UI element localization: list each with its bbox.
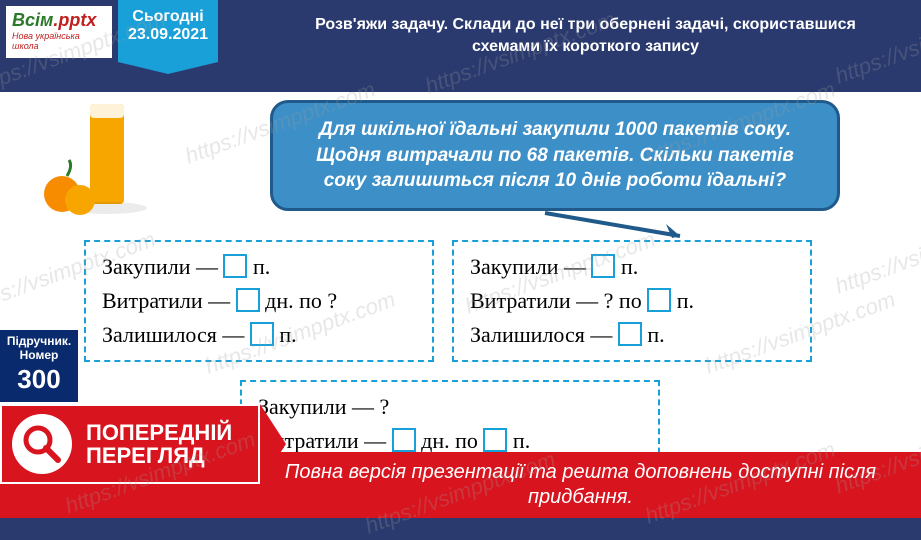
schema-line: Витратили — ? по п. [470, 284, 794, 318]
date-value: 23.09.2021 [118, 26, 218, 44]
blank-box [647, 288, 671, 312]
textbook-number-badge: Підручник. Номер 300 [0, 330, 78, 402]
blank-box [236, 288, 260, 312]
schema-box-b: Закупили — п. Витратили — ? по п. Залиши… [452, 240, 812, 362]
task-title: Розв'яжи задачу. Склади до неї три оберн… [280, 14, 891, 57]
blank-box [250, 322, 274, 346]
blank-box [392, 428, 416, 452]
blank-box [483, 428, 507, 452]
preview-label: ПОПЕРЕДНІЙ ПЕРЕГЛЯД [86, 421, 232, 467]
date-flag: Сьогодні 23.09.2021 [118, 0, 218, 62]
sidebar-label: Підручник. [0, 334, 78, 348]
logo-subtitle: Нова українська школа [12, 31, 106, 51]
blank-box [591, 254, 615, 278]
logo-text-b: .pptx [53, 10, 96, 30]
arrow-icon [540, 208, 700, 248]
problem-statement: Для шкільної їдальні закупили 1000 пакет… [270, 100, 840, 211]
preview-button[interactable]: ПОПЕРЕДНІЙ ПЕРЕГЛЯД [0, 404, 260, 484]
schema-line: Залишилося — п. [102, 318, 416, 352]
schema-line: Закупили — п. [470, 250, 794, 284]
schema-line: Закупили — ? [258, 390, 642, 424]
blank-box [618, 322, 642, 346]
logo-text-a: Всім [12, 10, 53, 30]
sidebar-label: Номер [0, 348, 78, 362]
magnifier-icon [12, 414, 72, 474]
schema-line: Закупили — п. [102, 250, 416, 284]
banner-text: Повна версія презентації та решта доповн… [280, 460, 881, 510]
logo: Всім.pptx Нова українська школа [6, 6, 112, 58]
date-label: Сьогодні [118, 8, 218, 26]
schema-box-a: Закупили — п. Витратили — дн. по ? Залиш… [84, 240, 434, 362]
exercise-number: 300 [0, 364, 78, 395]
juice-illustration [32, 98, 162, 218]
blank-box [223, 254, 247, 278]
schema-line: Залишилося — п. [470, 318, 794, 352]
schema-line: Витратили — дн. по ? [102, 284, 416, 318]
header: Всім.pptx Нова українська школа Сьогодні… [0, 0, 921, 92]
